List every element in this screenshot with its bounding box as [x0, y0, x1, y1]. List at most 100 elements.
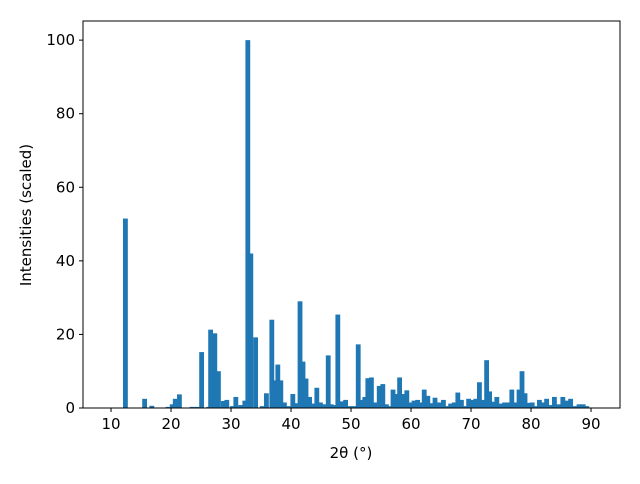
bar [516, 389, 522, 408]
bar [494, 396, 500, 408]
bar [245, 40, 251, 409]
bar [411, 400, 417, 408]
bar [269, 319, 275, 408]
bar [444, 406, 450, 408]
bar [400, 394, 406, 408]
bar [369, 377, 374, 408]
bar [513, 402, 518, 408]
bar [477, 382, 482, 408]
bar [487, 391, 493, 408]
bar [142, 398, 148, 408]
bar [325, 355, 331, 408]
bar [480, 399, 486, 408]
bar [441, 399, 446, 408]
bar [328, 404, 334, 408]
bar [347, 406, 353, 408]
bar [390, 389, 396, 408]
bar [303, 378, 309, 408]
bar [165, 406, 171, 408]
bar [322, 404, 328, 408]
bar [149, 405, 155, 408]
bar [253, 337, 259, 408]
bar [572, 406, 578, 408]
bar [484, 360, 490, 408]
y-axis-label: Intensities (scaled) [17, 144, 35, 286]
bar [397, 377, 403, 408]
bar [469, 399, 475, 408]
bar [384, 404, 389, 408]
bar [415, 399, 421, 408]
bar [238, 405, 244, 408]
bar [418, 402, 424, 408]
bar [359, 399, 365, 408]
bar [466, 398, 472, 408]
bar [278, 380, 284, 408]
bar [331, 405, 337, 408]
bar [248, 253, 254, 408]
bar [576, 404, 582, 408]
bar [355, 344, 361, 408]
bar [502, 402, 508, 408]
bar [580, 404, 586, 408]
bar [208, 329, 214, 408]
bar [351, 406, 357, 408]
bar [564, 400, 569, 408]
bar [229, 406, 235, 408]
bar [448, 403, 454, 408]
bar [544, 398, 550, 408]
bar [275, 364, 281, 408]
x-tick-label: 50 [341, 415, 360, 433]
bar [294, 403, 300, 408]
y-tick-label: 100 [46, 31, 75, 49]
y-tick-label: 0 [65, 399, 75, 417]
bar [169, 404, 175, 408]
bar [490, 401, 496, 408]
x-tick-label: 40 [281, 415, 300, 433]
bar [459, 399, 464, 408]
bar [451, 402, 457, 408]
bar [432, 397, 438, 408]
bar [286, 406, 292, 408]
bar [339, 401, 345, 408]
bar [372, 402, 378, 408]
bar [220, 401, 226, 408]
bar [233, 396, 239, 408]
bar [556, 404, 562, 408]
bar [259, 406, 265, 408]
bar [505, 402, 511, 408]
bar [177, 394, 182, 408]
bar [429, 403, 434, 408]
bar [314, 387, 320, 408]
x-tick-label: 20 [161, 415, 180, 433]
bar [362, 396, 368, 408]
bar [498, 403, 503, 408]
bar [568, 398, 574, 408]
bar [537, 399, 542, 408]
plot-frame [82, 20, 621, 409]
bar [387, 406, 393, 408]
bar [189, 406, 195, 408]
bar [365, 378, 371, 408]
bar [529, 402, 535, 408]
bar [560, 396, 566, 408]
bar [199, 352, 205, 408]
bar [473, 398, 479, 408]
x-tick-label: 30 [221, 415, 240, 433]
bar [404, 390, 410, 408]
bar [526, 402, 532, 408]
bar [172, 398, 178, 408]
bar [123, 218, 128, 408]
x-tick-label: 90 [581, 415, 600, 433]
bar [380, 384, 386, 408]
bar [425, 395, 431, 408]
y-tick-label: 20 [56, 325, 75, 343]
bar [272, 380, 278, 408]
bar [307, 396, 313, 408]
x-tick-label: 10 [101, 415, 120, 433]
bar [300, 361, 306, 408]
bar [318, 402, 323, 408]
x-tick-label: 60 [401, 415, 420, 433]
bar [552, 396, 557, 408]
